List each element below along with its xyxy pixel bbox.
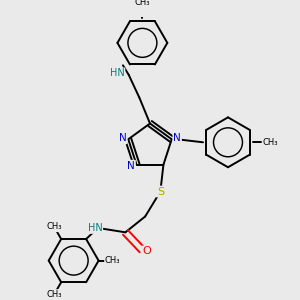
Text: N: N bbox=[173, 133, 181, 143]
Text: N: N bbox=[127, 161, 135, 171]
Text: HN: HN bbox=[88, 223, 102, 233]
Text: CH₃: CH₃ bbox=[46, 222, 62, 231]
Text: CH₃: CH₃ bbox=[135, 0, 150, 7]
Text: HN: HN bbox=[110, 68, 124, 78]
Text: CH₃: CH₃ bbox=[105, 256, 120, 265]
Text: N: N bbox=[119, 133, 127, 143]
Text: CH₃: CH₃ bbox=[263, 138, 278, 147]
Text: CH₃: CH₃ bbox=[46, 290, 62, 299]
Text: O: O bbox=[142, 247, 151, 256]
Text: S: S bbox=[157, 187, 164, 196]
